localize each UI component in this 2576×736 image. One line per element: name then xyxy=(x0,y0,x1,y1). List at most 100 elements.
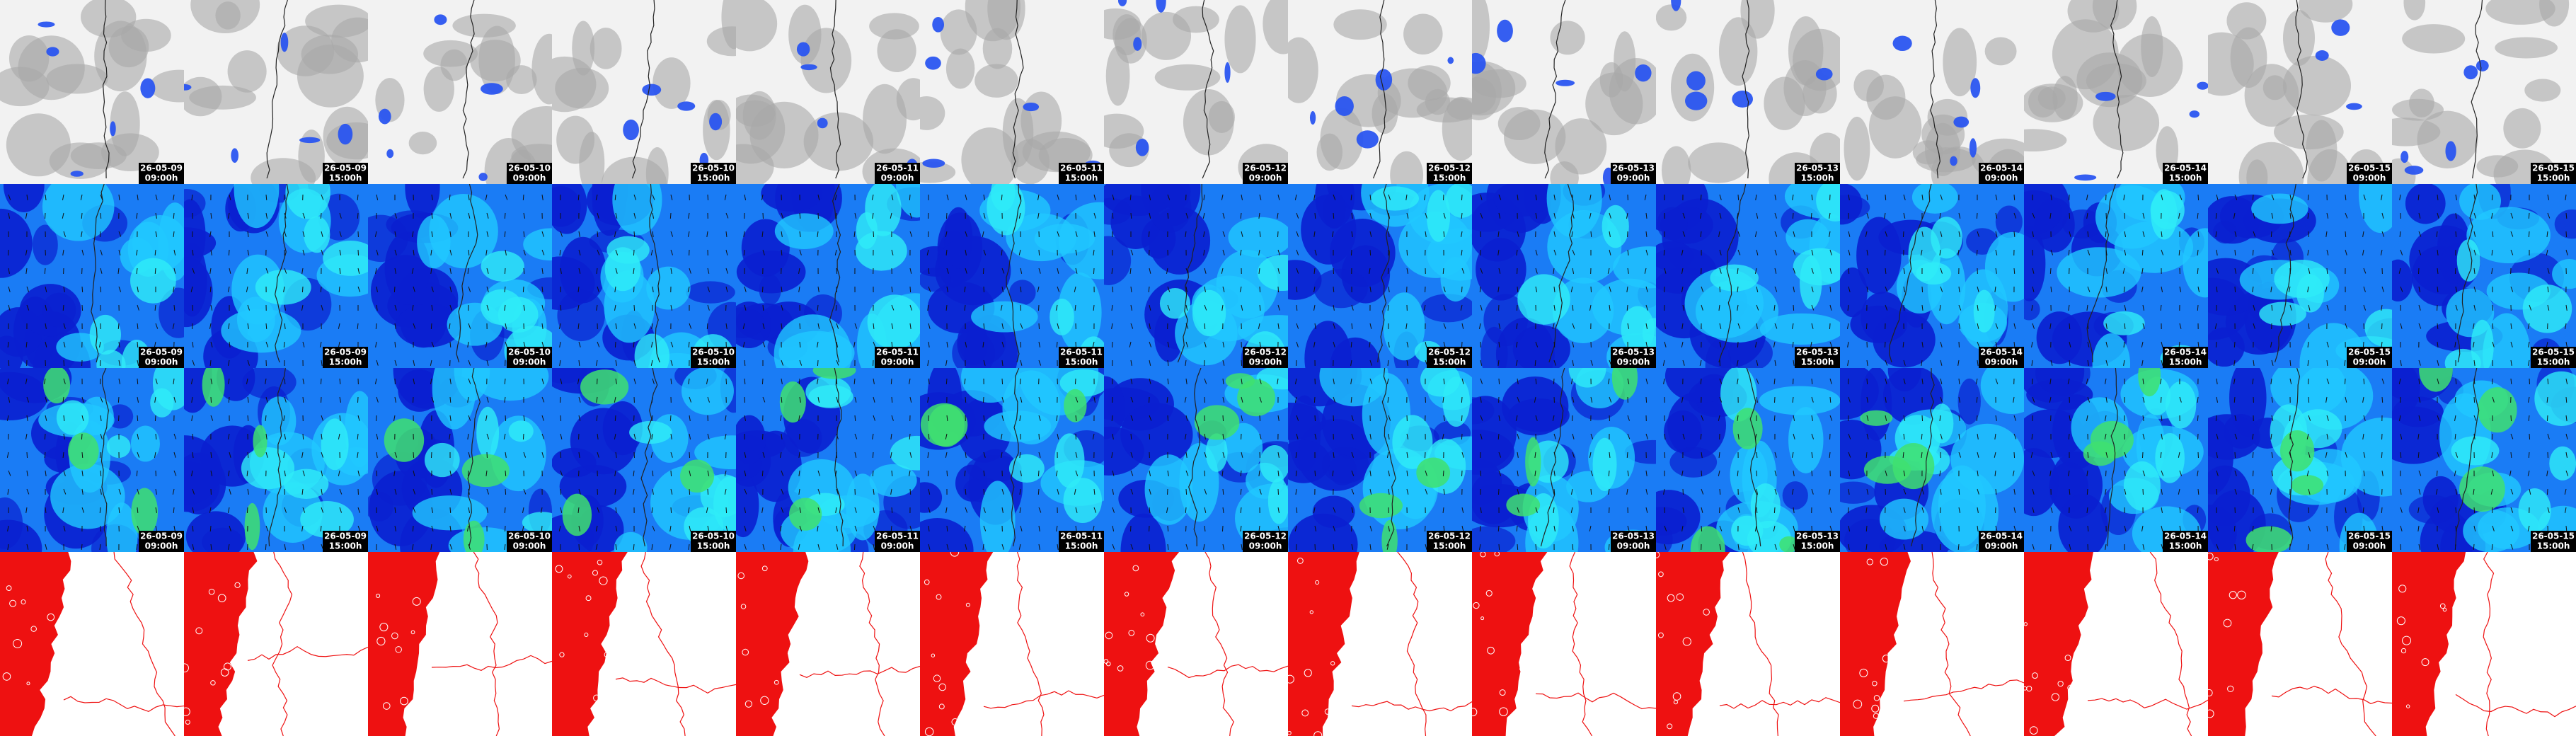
field-patch xyxy=(42,292,76,328)
wind-barb xyxy=(2565,194,2567,200)
wind-barb xyxy=(25,268,28,274)
field-patch xyxy=(2451,436,2500,466)
wind-barb xyxy=(1885,286,1888,292)
time-label: 09:00h xyxy=(2353,541,2386,551)
wind-barb xyxy=(744,304,747,311)
wind-barb xyxy=(284,396,287,403)
wind-barb xyxy=(1386,452,1389,458)
wind-barb xyxy=(1756,323,1758,329)
wind-barb xyxy=(2417,525,2420,531)
field-patch xyxy=(423,67,454,112)
wind-barb xyxy=(890,212,892,219)
wind-barb xyxy=(265,323,268,330)
wind-barb xyxy=(339,507,343,513)
contour-gap xyxy=(1667,594,1675,602)
wind-barb xyxy=(1443,286,1446,292)
wind-barb xyxy=(1572,268,1575,274)
wind-barb xyxy=(2417,268,2420,275)
field-patch xyxy=(736,473,759,538)
wind-barb xyxy=(1130,304,1132,311)
wind-barb xyxy=(2418,212,2421,219)
date-label: 26-05-12 xyxy=(1244,347,1287,357)
wind-barb xyxy=(670,268,672,274)
field-patch xyxy=(796,42,810,57)
wind-barb xyxy=(338,323,340,329)
wind-barb xyxy=(633,249,635,256)
wind-barb xyxy=(1553,360,1556,366)
wind-barb xyxy=(2142,304,2144,311)
wind-barb xyxy=(2473,268,2476,274)
wind-barb xyxy=(1681,249,1684,255)
wind-barb xyxy=(1681,396,1684,403)
wind-barb xyxy=(1866,249,1868,255)
wind-barb xyxy=(2326,470,2329,476)
field-patch xyxy=(1034,224,1096,254)
wind-barb xyxy=(1572,249,1575,255)
wind-barb xyxy=(1497,488,1500,495)
wind-barb xyxy=(25,249,28,255)
field-patch xyxy=(1228,217,1288,258)
wind-barb xyxy=(1885,396,1887,403)
wind-barb xyxy=(413,249,415,255)
field-patch xyxy=(623,119,639,141)
wind-barb xyxy=(965,507,968,513)
wind-barb xyxy=(1609,452,1611,459)
field-patch xyxy=(38,21,55,28)
date-label: 26-05-12 xyxy=(1244,531,1287,541)
wind-barb xyxy=(2271,507,2274,513)
wind-barb xyxy=(560,452,562,459)
wind-barb xyxy=(137,304,139,311)
contour-gap xyxy=(2032,672,2038,679)
wind-barb xyxy=(2363,488,2366,495)
wind-barb xyxy=(2509,470,2512,476)
wind-barb xyxy=(8,360,10,367)
field-patch xyxy=(471,368,549,401)
time-label: 09:00h xyxy=(145,173,178,183)
contour-line xyxy=(1204,552,1234,736)
contour-gap xyxy=(1330,661,1335,666)
field-patch xyxy=(1194,405,1240,440)
field-patch xyxy=(1592,437,1617,492)
land-contours xyxy=(920,552,994,736)
contour-gap xyxy=(48,700,53,705)
wind-barb xyxy=(578,268,581,274)
wind-barb xyxy=(45,323,47,329)
wind-barb xyxy=(2547,194,2550,200)
contour-gap xyxy=(2057,680,2064,687)
field-patch xyxy=(1525,437,1541,487)
wind-barb xyxy=(1204,323,1206,330)
contour-gap xyxy=(2421,658,2430,667)
wind-barb xyxy=(1369,286,1372,292)
wind-barb xyxy=(2271,415,2274,421)
wind-barb xyxy=(965,194,967,200)
wind-barb xyxy=(633,304,636,311)
coastline xyxy=(100,368,109,547)
contour-gap xyxy=(1296,558,1304,564)
field-patch xyxy=(1205,433,1228,472)
wind-barb xyxy=(1149,268,1151,274)
field-patch xyxy=(405,184,440,219)
wind-barb xyxy=(1977,286,1979,292)
wind-barb xyxy=(560,415,562,422)
wind-barb xyxy=(468,360,471,366)
wind-barb xyxy=(2547,304,2550,311)
wind-barb xyxy=(982,544,984,551)
wind-barb xyxy=(724,433,727,439)
map-tile xyxy=(552,552,736,736)
wind-barb xyxy=(1480,507,1482,513)
field-patch xyxy=(812,368,856,379)
field-patch xyxy=(2358,184,2392,234)
wind-barb xyxy=(1774,286,1778,292)
field-patch xyxy=(572,21,595,76)
field-patch xyxy=(1611,368,1638,400)
wind-barb xyxy=(1793,304,1795,311)
wind-barb xyxy=(1406,378,1409,384)
wind-barb xyxy=(1277,304,1280,311)
date-label: 26-05-15 xyxy=(2348,163,2391,173)
wind-barb xyxy=(2086,212,2088,219)
date-label: 26-05-11 xyxy=(876,347,919,357)
wind-barb xyxy=(1645,433,1648,439)
land-contours xyxy=(1104,552,1180,736)
wind-barb xyxy=(615,249,619,255)
